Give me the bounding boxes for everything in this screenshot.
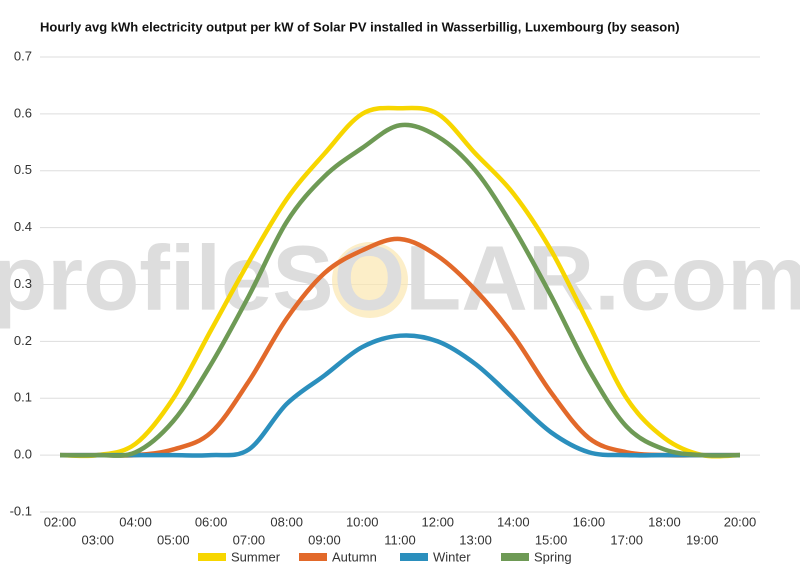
x-tick-label: 07:00 [233,532,266,547]
x-tick-label: 14:00 [497,514,530,529]
chart-title: Hourly avg kWh electricity output per kW… [40,19,680,34]
y-tick-label: 0.4 [14,219,32,234]
x-tick-label: 12:00 [422,514,455,529]
series-line [60,333,740,458]
x-tick-label: 13:00 [459,532,492,547]
watermark: profileSOLAR.com [0,227,800,329]
x-tick-label: 06:00 [195,514,228,529]
x-tick-label: 19:00 [686,532,719,547]
legend-label: Winter [433,549,471,564]
legend-swatch [400,553,428,561]
y-tick-label: 0.7 [14,48,32,63]
x-tick-label: 05:00 [157,532,190,547]
x-tick-label: 18:00 [648,514,681,529]
y-tick-label: 0.1 [14,390,32,405]
legend-label: Autumn [332,549,377,564]
x-tick-label: 08:00 [270,514,303,529]
x-tick-label: 15:00 [535,532,568,547]
x-tick-label: 10:00 [346,514,379,529]
legend-label: Spring [534,549,572,564]
y-tick-label: 0.3 [14,276,32,291]
y-tick-label: 0.6 [14,105,32,120]
x-tick-label: 16:00 [573,514,606,529]
x-tick-label: 09:00 [308,532,341,547]
x-tick-label: 02:00 [44,514,77,529]
y-tick-label: 0.0 [14,447,32,462]
series-line [60,236,740,458]
series-line [59,105,741,459]
y-tick-label: 0.2 [14,333,32,348]
x-tick-label: 03:00 [82,532,115,547]
x-tick-label: 11:00 [384,532,416,547]
legend-label: Summer [231,549,281,564]
watermark-sun [332,242,408,318]
legend-swatch [198,553,226,561]
y-tick-label: 0.5 [14,162,32,177]
legend-swatch [299,553,327,561]
x-tick-label: 04:00 [119,514,152,529]
legend-swatch [501,553,529,561]
y-tick-label: -0.1 [10,503,32,518]
series-line [59,122,741,458]
x-tick-label: 20:00 [724,514,757,529]
x-tick-label: 17:00 [610,532,643,547]
